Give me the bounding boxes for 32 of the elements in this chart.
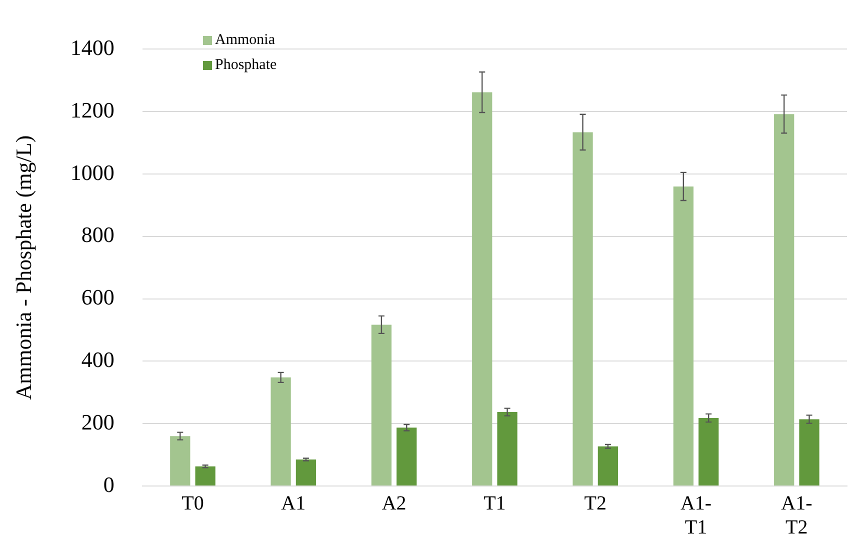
bar bbox=[296, 459, 316, 486]
x-tick-label: A1-T2 bbox=[781, 492, 812, 538]
legend-label: Phosphate bbox=[215, 57, 277, 74]
x-tick-label: T0 bbox=[182, 492, 204, 514]
bar bbox=[698, 418, 719, 486]
x-tick-label: T1 bbox=[484, 492, 506, 514]
y-tick-label: 1000 bbox=[70, 160, 114, 185]
y-tick-label: 200 bbox=[81, 409, 114, 434]
bar bbox=[673, 186, 694, 486]
x-tick-label: T2 bbox=[584, 492, 606, 514]
bar bbox=[170, 436, 190, 486]
y-tick-label: 400 bbox=[81, 346, 114, 372]
x-tick-label: A2 bbox=[382, 492, 406, 514]
bar bbox=[396, 428, 417, 486]
x-tick-label: A1 bbox=[281, 492, 306, 514]
bar bbox=[371, 324, 392, 486]
bar bbox=[472, 92, 492, 486]
legend-label: Ammonia bbox=[215, 32, 275, 49]
y-tick-label: 1200 bbox=[70, 97, 114, 122]
x-tick-label: A1-T1 bbox=[680, 492, 712, 538]
bar bbox=[572, 132, 593, 486]
bar bbox=[497, 412, 518, 486]
bar bbox=[774, 114, 794, 486]
bar bbox=[598, 446, 618, 486]
bar bbox=[799, 419, 820, 486]
y-axis-title: Ammonia - Phosphate (mg/L) bbox=[10, 135, 36, 400]
y-tick-label: 800 bbox=[81, 222, 114, 248]
bar bbox=[270, 377, 291, 486]
bar bbox=[195, 466, 216, 486]
y-tick-label: 600 bbox=[81, 284, 114, 310]
y-tick-label: 0 bbox=[103, 472, 114, 497]
y-tick-label: 1400 bbox=[70, 34, 114, 60]
